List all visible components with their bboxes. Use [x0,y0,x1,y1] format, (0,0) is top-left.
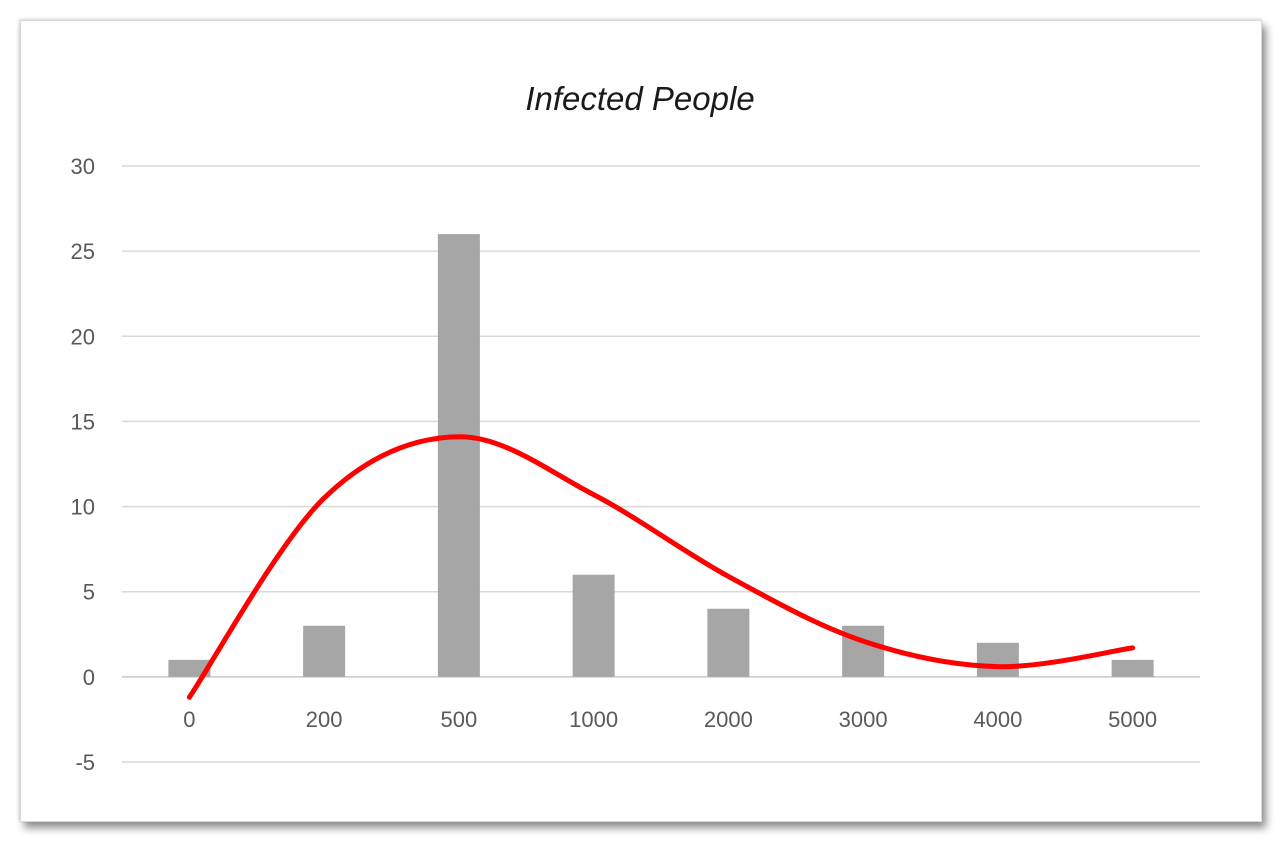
x-tick-label: 5000 [1108,707,1157,732]
x-tick-label: 3000 [839,707,888,732]
y-axis-ticks: 30 25 20 15 10 5 0 -5 [71,154,95,775]
x-tick-label: 4000 [973,707,1022,732]
bar [572,574,615,677]
y-tick-label: 15 [71,409,95,434]
x-tick-label: 1000 [569,707,618,732]
y-tick-label: -5 [75,750,95,775]
bar [1111,659,1154,677]
bar [303,625,346,677]
x-tick-label: 500 [441,707,478,732]
bar [168,659,211,677]
bars [168,234,1154,677]
x-tick-label: 200 [306,707,343,732]
y-tick-label: 30 [71,154,95,179]
bar [437,234,480,677]
x-axis-ticks: 0 200 500 1000 2000 3000 4000 5000 [183,707,1157,732]
bar [707,608,750,677]
y-tick-label: 5 [83,580,95,605]
bar [976,642,1019,677]
y-tick-label: 10 [71,495,95,520]
gridlines [122,165,1200,763]
trendline [186,434,1136,700]
y-tick-label: 20 [71,324,95,349]
chart-title: Infected People [525,80,754,117]
x-tick-label: 2000 [704,707,753,732]
x-tick-label: 0 [183,707,195,732]
trendline-group [186,434,1136,700]
y-tick-label: 0 [83,665,95,690]
y-tick-label: 25 [71,239,95,264]
